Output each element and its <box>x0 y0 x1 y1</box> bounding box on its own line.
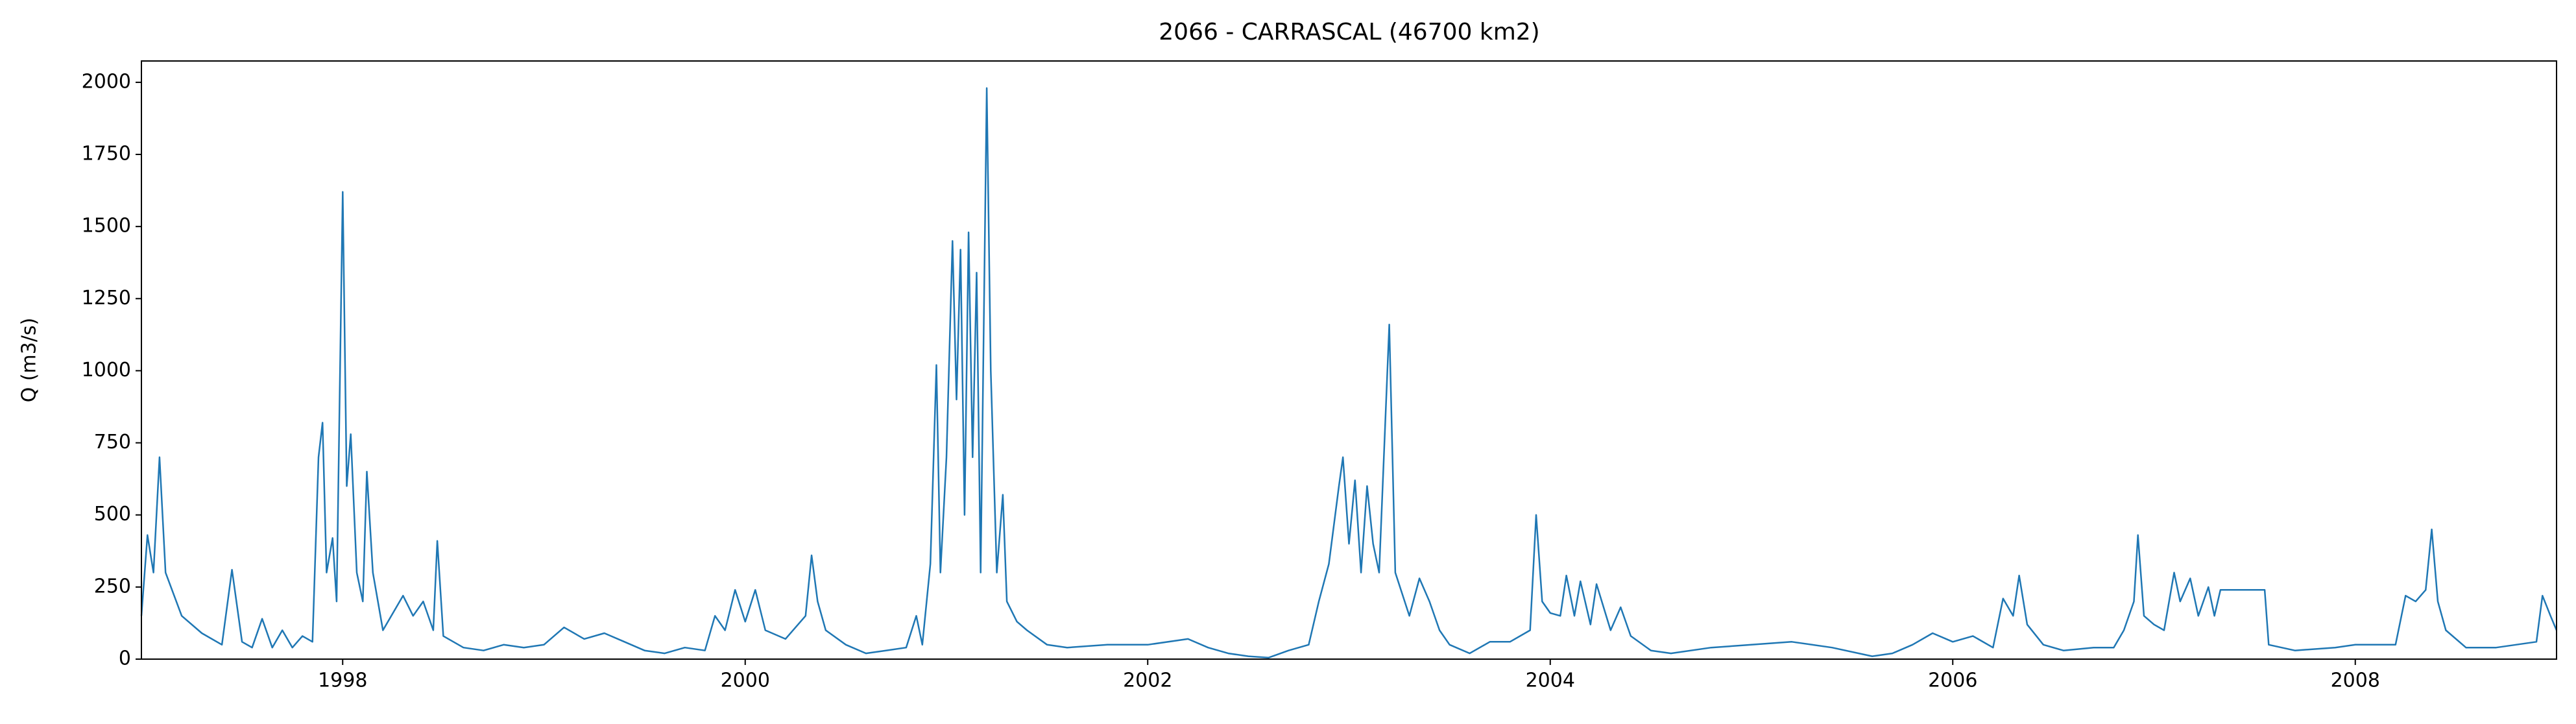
x-tick-label: 2006 <box>1928 670 1977 692</box>
y-tick-label: 2000 <box>82 70 131 93</box>
x-tick-label: 2002 <box>1123 670 1172 692</box>
axes-frame <box>141 60 2557 660</box>
y-tick-label: 500 <box>94 503 131 525</box>
y-tick-label: 0 <box>119 647 131 670</box>
y-tick-label: 1000 <box>82 359 131 381</box>
x-tick-label: 1998 <box>318 670 367 692</box>
y-tick-label: 1250 <box>82 287 131 309</box>
y-tick-label: 250 <box>94 575 131 597</box>
chart-title: 2066 - CARRASCAL (46700 km2) <box>1159 19 1539 45</box>
x-tick-label: 2004 <box>1526 670 1575 692</box>
data-line <box>140 87 2558 659</box>
x-tick-label: 2008 <box>2331 670 2380 692</box>
y-tick-label: 1750 <box>82 143 131 165</box>
x-tick-label: 2000 <box>721 670 770 692</box>
y-tick-label: 1500 <box>82 215 131 237</box>
plot-area <box>140 87 2558 659</box>
y-tick-label: 750 <box>94 431 131 453</box>
y-axis-label: Q (m3/s) <box>18 318 41 403</box>
